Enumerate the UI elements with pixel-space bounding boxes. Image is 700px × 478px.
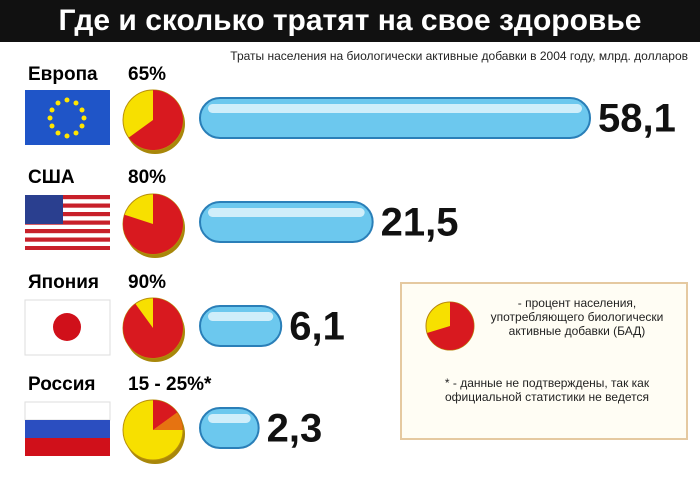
- share-label: 90%: [128, 272, 166, 293]
- bar-highlight: [208, 104, 582, 113]
- pie-slice: [153, 400, 178, 430]
- category-label: Япония: [28, 272, 99, 293]
- legend-pie: [425, 301, 475, 351]
- pie-slice: [122, 194, 184, 255]
- share-label: 65%: [128, 64, 166, 85]
- pie-slice: [123, 297, 184, 358]
- value-label: 58,1: [598, 97, 676, 141]
- share-label: 15 - 25%*: [128, 374, 212, 395]
- flag-japan: [24, 299, 111, 356]
- value-label: 21,5: [381, 201, 459, 245]
- flag-eu: [25, 90, 110, 145]
- pie-slice-range: [153, 412, 183, 430]
- value-label: 2,3: [267, 407, 323, 451]
- chart-title: Где и сколько тратят на свое здоровье: [58, 4, 641, 37]
- legend-note: * - данные не подтверждены, так как офиц…: [444, 376, 650, 404]
- value-label: 6,1: [289, 305, 345, 349]
- category-label: США: [28, 167, 75, 188]
- subtitle: Траты населения на биологически активные…: [230, 49, 688, 63]
- share-label: 80%: [128, 167, 166, 188]
- pie-slice: [128, 90, 184, 150]
- legend: - процент населения, употребляющего биол…: [400, 282, 688, 440]
- flag-usa: [25, 195, 110, 250]
- bar-highlight: [208, 208, 365, 217]
- flag-russia: [24, 401, 111, 456]
- bar-highlight: [208, 312, 274, 321]
- bar-highlight: [208, 414, 251, 423]
- title-band: [0, 0, 700, 42]
- legend-share: - процент населения, употребляющего биол…: [490, 296, 664, 338]
- category-label: Европа: [28, 64, 98, 85]
- category-label: Россия: [28, 374, 95, 395]
